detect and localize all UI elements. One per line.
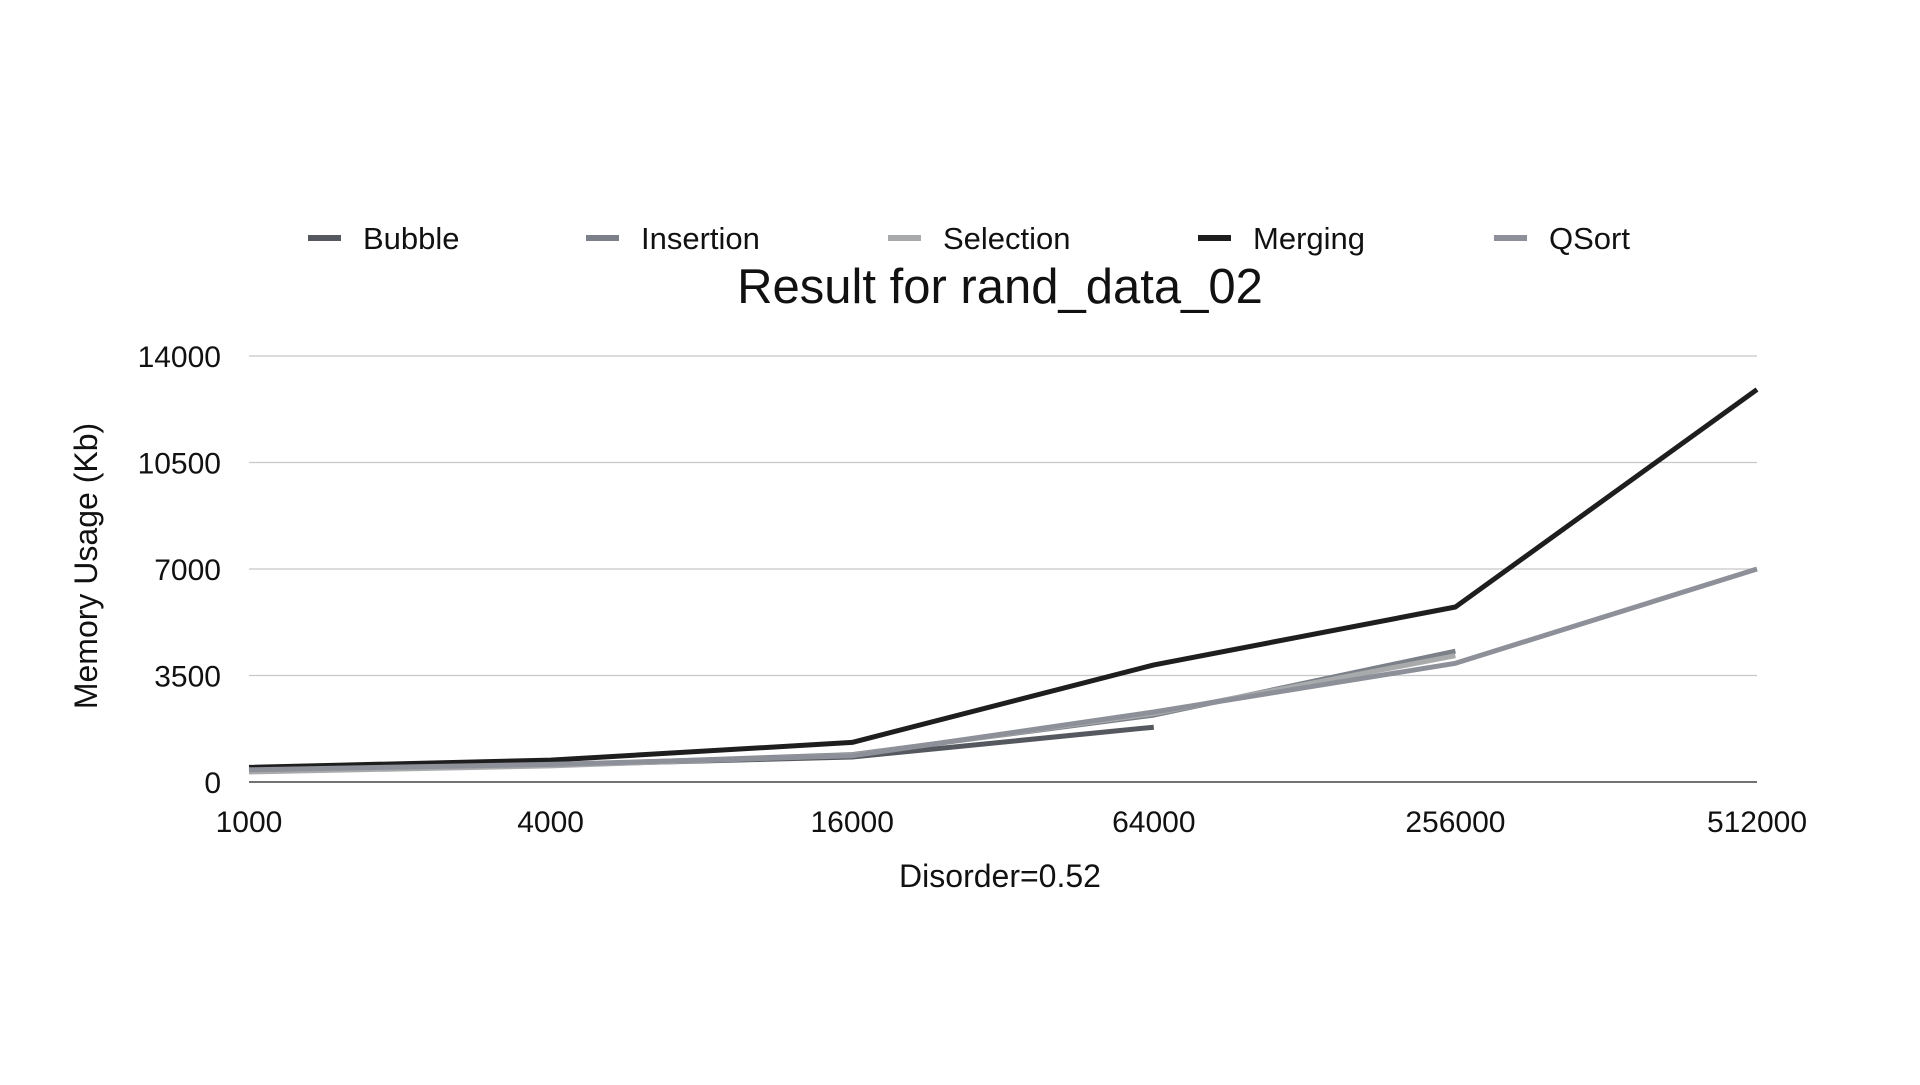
legend-item-merging[interactable]: Merging — [1198, 221, 1365, 256]
chart-title: Result for rand_data_02 — [737, 260, 1263, 314]
x-tick-label: 512000 — [1707, 806, 1807, 839]
x-axis-label: Disorder=0.52 — [899, 858, 1101, 894]
legend-item-qsort[interactable]: QSort — [1494, 221, 1630, 256]
y-tick-label: 0 — [204, 767, 221, 800]
x-tick-label: 64000 — [1112, 806, 1195, 839]
x-tick-label: 16000 — [810, 806, 893, 839]
series-lines — [249, 389, 1757, 772]
legend: Bubble Insertion Selection Merging QSort — [308, 221, 1630, 256]
gridlines — [249, 356, 1757, 782]
legend-label: Insertion — [641, 221, 760, 256]
legend-label: Selection — [943, 221, 1071, 256]
legend-item-insertion[interactable]: Insertion — [586, 221, 760, 256]
legend-item-bubble[interactable]: Bubble — [308, 221, 460, 256]
series-line-merging — [249, 390, 1757, 768]
legend-label: QSort — [1549, 221, 1630, 256]
legend-label: Bubble — [363, 221, 460, 256]
legend-label: Merging — [1253, 221, 1365, 256]
y-tick-label: 14000 — [138, 341, 221, 374]
x-tick-label: 4000 — [517, 806, 584, 839]
y-axis-label: Memory Usage (Kb) — [68, 423, 104, 709]
y-tick-label: 7000 — [154, 554, 221, 587]
x-axis-tick-labels: 1000 4000 16000 64000 256000 512000 — [216, 806, 1807, 839]
legend-item-selection[interactable]: Selection — [888, 221, 1071, 256]
y-axis-tick-labels: 0 3500 7000 10500 14000 — [138, 341, 221, 800]
y-tick-label: 3500 — [154, 661, 221, 694]
x-tick-label: 256000 — [1405, 806, 1505, 839]
y-tick-label: 10500 — [138, 448, 221, 481]
x-tick-label: 1000 — [216, 806, 283, 839]
